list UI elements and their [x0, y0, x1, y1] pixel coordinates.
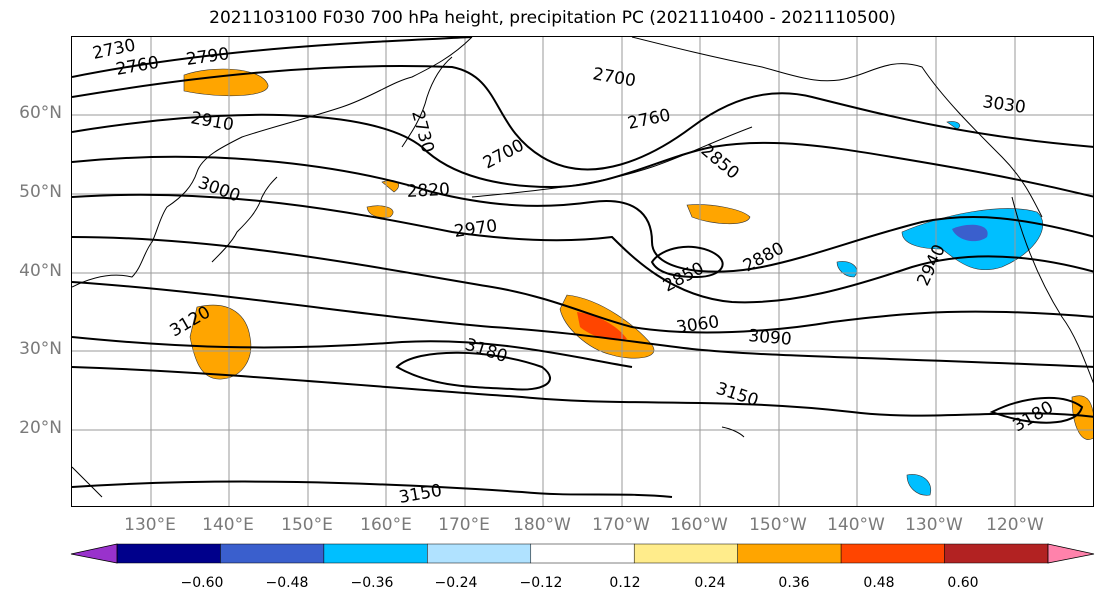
coastline-north-america [1011, 196, 1093, 384]
precip-negative-blob [906, 474, 932, 496]
contour-label: 3180 [462, 335, 509, 367]
precip-negative-blob [836, 261, 858, 278]
colorbar-segment [323, 543, 428, 564]
contour-label: 2910 [189, 108, 235, 135]
lon-label-160e: 160°E [360, 515, 412, 535]
map-panel: 2730 2760 2790 2910 3000 2730 2820 2970 … [71, 36, 1094, 507]
colorbar-tick: 0.48 [863, 575, 895, 591]
lon-label-170w: 170°W [592, 515, 650, 535]
contour-label: 2700 [591, 64, 637, 91]
contour-line [72, 480, 673, 498]
precip-positive-blob [686, 204, 751, 225]
coastline-asia [72, 37, 473, 288]
lon-label-140w: 140°W [827, 515, 885, 535]
contour-line [72, 366, 1093, 418]
colorbar-tick: −0.24 [434, 575, 478, 591]
map-title: 2021103100 F030 700 hPa height, precipit… [209, 8, 896, 28]
coastline-philippines [72, 466, 103, 498]
contour-label: 3030 [981, 92, 1027, 118]
precip-positive-blob [189, 304, 252, 380]
contour-labels: 2730 2760 2790 2910 3000 2730 2820 2970 … [91, 37, 1057, 506]
lon-label-170e: 170°E [438, 515, 490, 535]
colorbar-segment [633, 543, 738, 564]
graticule [72, 37, 1093, 506]
lat-label-60n: 60°N [19, 103, 62, 123]
precip-positive-blob [183, 68, 269, 97]
lon-label-150e: 150°E [281, 515, 333, 535]
contour-label: 2850 [697, 141, 743, 184]
map-canvas: 2730 2760 2790 2910 3000 2730 2820 2970 … [72, 37, 1093, 506]
precip-positive-blob [577, 312, 627, 341]
colorbar-segment [530, 543, 635, 564]
lon-label-160w: 160°W [670, 515, 728, 535]
precip-positive-blob [366, 205, 394, 218]
colorbar-segment [220, 543, 325, 564]
colorbar [70, 543, 1095, 564]
lat-label-20n: 20°N [19, 418, 62, 438]
lat-label-30n: 30°N [19, 339, 62, 359]
colorbar-tick: −0.60 [180, 575, 224, 591]
contour-label: 3000 [195, 173, 242, 207]
contour-line [72, 37, 473, 78]
contour-label: 2760 [626, 105, 672, 134]
contour-label: 2880 [740, 238, 788, 276]
colorbar-segment [944, 543, 1049, 564]
lon-label-180w: 180°W [513, 515, 571, 535]
contour-line [72, 193, 1093, 304]
colorbar-tick: 0.60 [947, 575, 979, 591]
lat-label-50n: 50°N [19, 182, 62, 202]
coastline-aleutians [471, 126, 753, 198]
lat-label-40n: 40°N [19, 261, 62, 281]
colorbar-segment [737, 543, 842, 564]
colorbar-tick: 0.24 [694, 575, 726, 591]
contour-label: 3150 [713, 379, 760, 411]
contour-line [72, 155, 1093, 273]
contour-line [395, 351, 551, 391]
colorbar-min-arrow [70, 543, 118, 564]
contour-label: 2700 [480, 135, 528, 173]
height-contours [72, 37, 1093, 498]
colorbar-tick: −0.48 [265, 575, 309, 591]
coastlines [72, 37, 1093, 498]
colorbar-max-arrow [1047, 543, 1095, 564]
contour-label: 2820 [406, 180, 450, 202]
precip-shading [183, 68, 1093, 496]
precip-negative-blob [952, 224, 988, 242]
colorbar-tick: −0.12 [519, 575, 563, 591]
colorbar-segment [840, 543, 945, 564]
contour-line [989, 396, 1084, 424]
colorbar-segment [427, 543, 532, 564]
lon-label-130e: 130°E [124, 515, 176, 535]
island-hawaii [721, 426, 745, 438]
contour-label: 2790 [185, 44, 231, 70]
contour-label: 2970 [453, 216, 499, 242]
contour-line [72, 236, 1093, 334]
contour-line [72, 113, 1093, 198]
coastline-alaska [631, 37, 1043, 218]
lon-label-130w: 130°W [905, 515, 963, 535]
colorbar-tick: 0.12 [609, 575, 641, 591]
colorbar-segment [116, 543, 221, 564]
lon-label-120w: 120°W [986, 515, 1044, 535]
contour-line [72, 281, 1093, 368]
lon-label-140e: 140°E [202, 515, 254, 535]
lon-label-150w: 150°W [749, 515, 807, 535]
colorbar-tick: 0.36 [778, 575, 810, 591]
contour-line [650, 245, 724, 279]
contour-line [72, 336, 633, 368]
precip-positive-blob [1071, 395, 1093, 440]
contour-line [72, 65, 1093, 171]
contour-label: 3090 [748, 326, 793, 350]
colorbar-tick: −0.36 [350, 575, 394, 591]
contour-label: 3060 [675, 312, 721, 338]
